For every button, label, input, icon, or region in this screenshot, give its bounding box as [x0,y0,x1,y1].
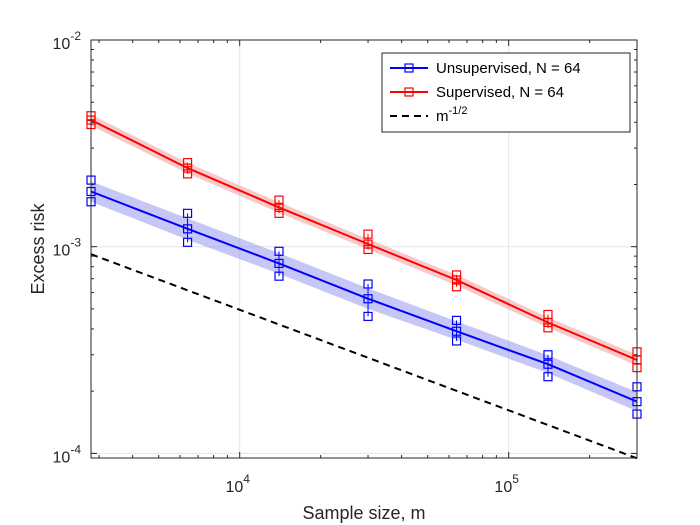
unsupervised-n-64-data-point [182,208,193,218]
supervised-n-64-data-point [451,275,462,285]
unsupervised-n-64-data-point [363,294,373,304]
supervised-n-64-legend-label: Supervised, N = 64 [436,84,564,101]
supervised-n-64-data-point [182,169,193,179]
x-axis-label: Sample size, m [302,503,425,523]
supervised-n-64-data-point [274,208,284,218]
unsupervised-n-64-data-point [274,258,284,269]
unsupervised-n-64-data-point [363,279,373,289]
supervised-n-64-data-point [543,309,553,320]
unsupervised-n-64-data-point [451,326,462,336]
unsupervised-n-64-data-point [274,271,284,281]
supervised-n-64-data-point [182,163,193,173]
unsupervised-n-64-data-point [182,237,193,247]
supervised-n-64-data-point [451,270,462,280]
supervised-n-64-data-point [543,323,553,333]
unsupervised-n-64-data-point [274,246,284,256]
unsupervised-n-64-data-point [543,359,553,369]
supervised-n-64-data-point [182,158,193,168]
unsupervised-n-64-data-point [451,315,462,325]
unsupervised-n-64-data-point [182,224,193,234]
unsupervised-n-64-data-point [543,350,553,360]
supervised-n-64-data-point [363,239,373,249]
supervised-n-64-data-point [363,244,373,255]
unsupervised-n-64-legend-marker [404,63,414,73]
m-series-line [90,253,638,460]
unsupervised-n-64-data-point [363,311,373,322]
supervised-n-64-data-point [274,202,284,212]
supervised-n-64-data-point [274,195,284,205]
supervised-n-64-data-point [451,282,462,292]
unsupervised-n-64-data-point [451,336,462,346]
unsupervised-n-64-data-point [543,372,553,382]
y-axis-label: Excess risk [28,202,48,294]
unsupervised-n-64-legend-label: Unsupervised, N = 64 [436,60,581,77]
plot-frame [90,39,638,459]
supervised-n-64-data-point [363,229,373,239]
supervised-n-64-legend-marker [404,87,414,97]
